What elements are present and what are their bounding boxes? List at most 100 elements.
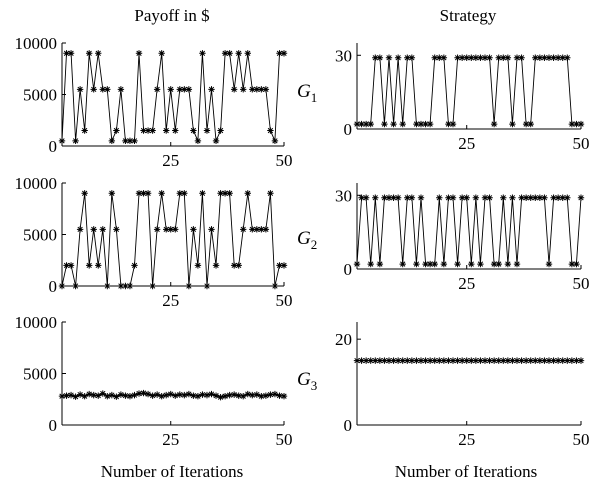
g2-payoff-point [240, 226, 247, 233]
g2-payoff-point [140, 190, 147, 197]
g2-strategy-point [532, 194, 539, 201]
g3-strategy-point [564, 357, 571, 364]
g1-payoff-y-tick-label: 5000 [23, 86, 57, 105]
g3-strategy-point [454, 357, 461, 364]
g3-strategy-point [513, 357, 521, 364]
g3-payoff-point [122, 392, 129, 399]
g3-strategy-point [573, 357, 580, 364]
g1-strategy-panel: 0 30 25 50 [335, 43, 590, 153]
g3-payoff-point [240, 392, 247, 400]
g1-strategy-point [417, 120, 425, 128]
g1-strategy-point [353, 120, 361, 128]
g2-payoff-point [63, 262, 70, 269]
g1-strategy-point [390, 120, 397, 128]
g3-strategy-point [445, 357, 452, 364]
g2-strategy-point [522, 194, 530, 201]
g1-payoff-point [85, 50, 93, 57]
g2-payoff-point [76, 226, 84, 233]
g2-strategy-point [353, 260, 361, 268]
row-label-g3: G3 [297, 369, 317, 393]
g1-payoff-point [113, 127, 120, 134]
g3-strategy-point [426, 357, 434, 364]
g3-strategy-point [554, 357, 562, 364]
g1-payoff-point [122, 137, 129, 145]
g2-payoff-x-tick-label: 50 [276, 291, 293, 310]
g1-strategy-point [536, 54, 544, 61]
g2-strategy-point [362, 194, 370, 201]
g2-payoff-point [199, 190, 206, 197]
g1-strategy-point [431, 54, 438, 61]
g1-strategy-point [436, 54, 443, 61]
g1-payoff-point [249, 86, 256, 93]
g1-strategy-point [399, 120, 406, 128]
g1-payoff-point [163, 127, 170, 134]
g1-strategy-point [449, 120, 457, 128]
g1-strategy-point [381, 120, 388, 128]
g1-strategy-point [477, 54, 484, 61]
g1-strategy-y-tick-label: 30 [335, 46, 352, 65]
row-label-g2: G2 [297, 228, 317, 252]
g1-strategy-point [564, 54, 571, 61]
col-title-strategy: Strategy [440, 6, 497, 25]
g1-strategy-point [385, 54, 393, 61]
g1-payoff-point [203, 127, 211, 134]
g3-payoff-point [276, 392, 283, 399]
g2-strategy-point [390, 194, 397, 201]
g3-strategy-point [486, 357, 493, 364]
g1-strategy-point [463, 54, 470, 61]
g1-strategy-point [408, 54, 416, 61]
g1-payoff-point [131, 137, 138, 145]
g3-payoff-point [176, 391, 183, 398]
g1-strategy-point [532, 54, 539, 61]
g1-payoff-point [144, 127, 152, 134]
g1-strategy-point [559, 54, 566, 61]
g2-payoff-point [99, 226, 106, 233]
g2-strategy-point [527, 194, 534, 201]
g2-payoff-point [203, 282, 211, 290]
g1-strategy-point [481, 54, 489, 61]
g3-payoff-point [58, 392, 66, 400]
g2-strategy-point [408, 194, 416, 201]
g3-payoff-point [117, 391, 125, 398]
g1-payoff-x-tick-label: 25 [162, 151, 179, 170]
g3-payoff-point [72, 393, 79, 400]
g1-strategy-point [577, 120, 585, 128]
g1-payoff-point [190, 127, 197, 134]
g2-strategy-y-tick-label: 30 [335, 186, 352, 205]
g3-strategy-point [527, 357, 534, 364]
g2-strategy-point [573, 260, 580, 268]
g3-payoff-point [135, 390, 143, 397]
g3-strategy-point [390, 357, 397, 364]
g3-payoff-panel: 0 5000 10000 25 50 [15, 313, 293, 449]
g1-strategy-point [426, 120, 434, 128]
g3-payoff-y-tick-label: 0 [49, 416, 58, 435]
g3-payoff-point [104, 392, 111, 400]
g2-payoff-point [208, 226, 215, 233]
g1-payoff-point [185, 86, 193, 93]
g2-strategy-point [454, 260, 461, 268]
g1-payoff-point [212, 137, 220, 145]
g2-payoff-point [226, 190, 233, 197]
g2-payoff-point [271, 282, 279, 290]
g1-payoff-point [158, 50, 165, 57]
g2-payoff-point [153, 226, 161, 233]
g3-payoff-point [131, 391, 138, 399]
g1-payoff-point [221, 50, 229, 57]
g3-strategy-point [509, 357, 516, 364]
g3-strategy-point [408, 357, 416, 364]
g3-payoff-point [153, 391, 161, 398]
g3-strategy-x-tick-label: 50 [573, 430, 590, 449]
g3-payoff-point [108, 391, 116, 399]
g1-payoff-point [199, 50, 206, 57]
g3-payoff-point [113, 393, 120, 400]
g1-strategy-point [445, 120, 452, 128]
g3-strategy-point [536, 357, 544, 364]
g1-payoff-point [258, 86, 265, 93]
g2-payoff-x-tick-label: 25 [162, 291, 179, 310]
g2-strategy-point [472, 194, 480, 201]
g1-payoff-point [230, 86, 238, 93]
g2-payoff-point [172, 226, 179, 233]
g3-payoff-point [140, 389, 147, 397]
g3-payoff-point [262, 392, 270, 399]
g3-strategy-point [362, 357, 370, 364]
